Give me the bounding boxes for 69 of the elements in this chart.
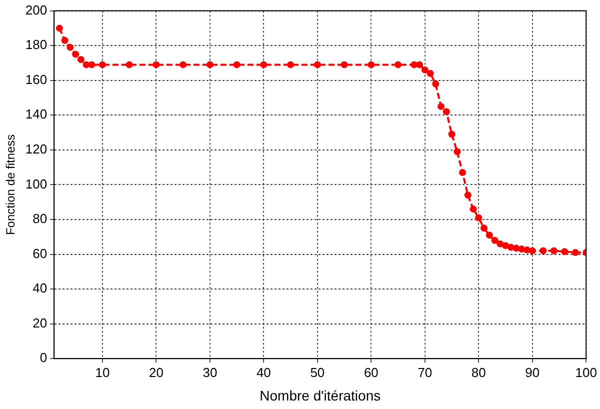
x-tick-label: 80 [471,364,486,380]
point [206,61,214,68]
point [421,66,428,74]
point [82,61,90,68]
point [561,248,568,256]
point [502,242,510,250]
point [475,214,482,222]
x-tick-label: 20 [148,364,164,380]
x-tick-label: 90 [525,364,540,380]
point [496,240,504,248]
y-tick-label: 160 [25,72,48,87]
y-tick-label: 140 [25,106,48,122]
point [368,61,375,68]
point [464,192,472,199]
point [528,247,536,254]
x-tick-label: 10 [95,364,110,380]
point [550,247,558,254]
point [480,224,488,232]
y-tick-label: 20 [32,315,48,330]
point [518,246,526,253]
y-axis-title: Fonction de fitness [4,134,18,236]
y-tick-label: 120 [25,142,48,156]
point [180,61,187,68]
point [454,148,461,156]
point [459,169,466,176]
point [448,130,456,138]
point [410,61,418,68]
point [340,61,348,68]
point [98,61,106,68]
x-tick-label: 30 [202,364,218,380]
point [88,61,96,68]
point [432,80,440,88]
y-tick-label: 60 [32,246,48,261]
y-tick-label: 180 [25,37,48,52]
y-tick-label: 0 [40,350,48,366]
point [486,232,493,239]
point [394,61,402,68]
point [512,244,520,252]
y-tick-label: 100 [25,176,48,192]
point [438,102,445,110]
point [152,61,160,68]
x-tick-label: 70 [418,364,432,380]
y-tick-label: 200 [25,2,48,18]
point [260,61,268,68]
point [442,108,450,116]
x-tick-label: 40 [256,364,271,380]
y-tick-label: 40 [32,280,48,296]
x-tick-label: 100 [575,364,598,380]
point [287,61,294,68]
x-tick-label: 50 [310,364,325,380]
x-axis-title: Nombre d'itérations [260,387,381,404]
point [61,36,68,44]
point [507,244,514,251]
point [72,50,80,58]
point [470,206,477,213]
point [426,70,434,77]
point [491,236,498,244]
point [77,56,84,63]
point [540,247,547,254]
point [416,61,424,68]
point [572,249,579,256]
point [524,246,531,254]
point [314,61,321,68]
point [126,61,133,68]
y-tick-label: 80 [32,211,48,226]
point [56,24,63,32]
point [66,44,74,51]
point [233,61,240,68]
x-tick-label: 60 [364,364,378,380]
